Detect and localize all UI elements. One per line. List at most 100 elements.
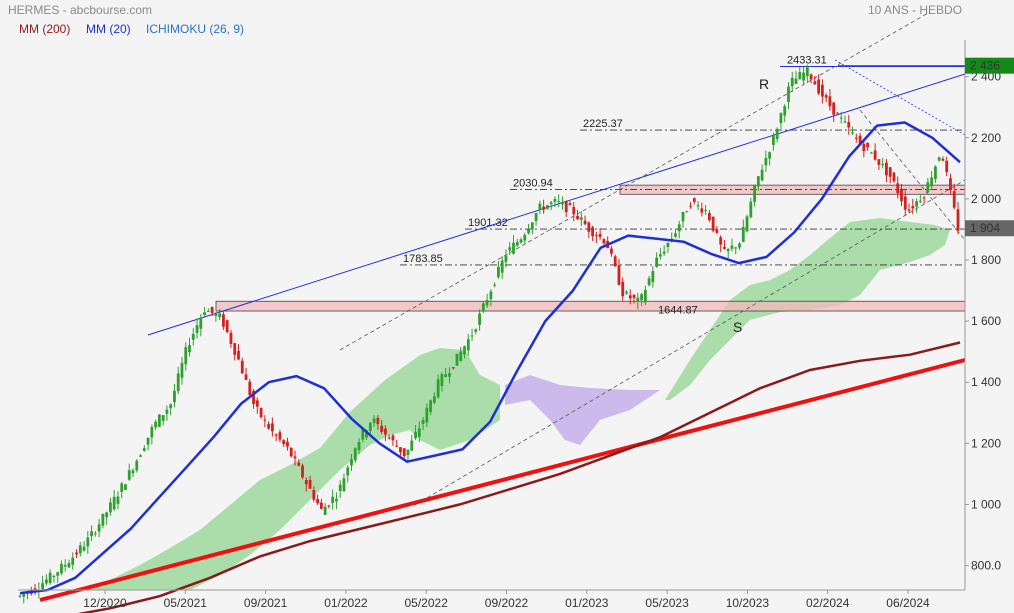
candle-body — [22, 593, 26, 597]
candle-body — [481, 303, 485, 312]
trend-lines — [39, 11, 966, 602]
legend-mm20[interactable]: MM (20) — [86, 22, 131, 36]
candle-body — [915, 201, 918, 207]
candle-body — [440, 374, 444, 387]
candle-body — [549, 202, 553, 204]
candle-body — [813, 81, 817, 85]
candle-body — [828, 96, 832, 107]
candle-body — [195, 325, 199, 333]
candle-body — [308, 479, 312, 489]
current-price-label: 1 904 — [970, 221, 1000, 235]
candle-body — [312, 490, 316, 500]
candle-body — [350, 459, 353, 466]
y-tick-label: 1 000 — [971, 497, 1001, 511]
legend-mm200[interactable]: MM (200) — [19, 22, 71, 36]
candle-body — [466, 339, 470, 351]
candle-body — [188, 345, 191, 353]
candle-body — [636, 297, 640, 302]
candle-body — [451, 367, 455, 369]
candle-body — [738, 243, 741, 248]
candle-body — [632, 294, 636, 298]
candle-body — [229, 332, 233, 344]
candle-body — [681, 212, 685, 222]
legend-ichimoku[interactable]: ICHIMOKU (26, 9) — [146, 22, 245, 36]
candle-body — [237, 351, 240, 360]
candle-body — [278, 432, 282, 440]
candle-body — [598, 233, 602, 238]
candle-body — [730, 245, 734, 249]
candle-body — [146, 437, 150, 445]
candle-body — [941, 158, 945, 161]
candle-body — [406, 449, 410, 455]
candle-body — [719, 237, 723, 245]
candle-body — [885, 162, 888, 176]
candle-body — [617, 265, 621, 285]
candle-body — [764, 157, 768, 166]
candle-body — [587, 222, 591, 232]
candle-body — [319, 502, 323, 509]
candle-body — [873, 150, 877, 160]
candle-body — [907, 209, 911, 211]
candle-body — [888, 167, 892, 177]
candle-body — [662, 251, 666, 254]
candle-body — [218, 313, 222, 318]
mm200-line — [77, 341, 961, 613]
candle-body — [180, 362, 184, 378]
candle-body — [493, 284, 497, 286]
candle-body — [342, 478, 346, 492]
candle-body — [881, 164, 885, 166]
candle-body — [900, 189, 903, 201]
candle-body — [48, 572, 52, 583]
candle-body — [135, 460, 139, 471]
candle-body — [417, 428, 421, 437]
candle-body — [832, 102, 836, 115]
candle-body — [376, 417, 380, 425]
resistance-zone — [215, 300, 966, 312]
candle-body — [877, 159, 881, 165]
candle-body — [583, 220, 587, 225]
candle-body — [455, 353, 459, 366]
candle-body — [903, 196, 907, 210]
candle-body — [191, 333, 195, 340]
candle-body — [805, 66, 809, 77]
high-price-label: 2 436 — [970, 59, 1000, 73]
candle-body — [489, 291, 493, 300]
candle-body — [267, 423, 271, 429]
candle-body — [949, 178, 952, 190]
candle-body — [414, 432, 417, 439]
candle-body — [353, 448, 357, 461]
candle-body — [568, 203, 572, 206]
candle-body — [448, 373, 451, 377]
x-tick-label: 02/2024 — [806, 596, 850, 610]
candle-body — [463, 346, 466, 355]
candle-body — [956, 209, 960, 231]
candle-body — [395, 445, 399, 447]
candle-body — [71, 557, 75, 565]
candle-body — [485, 299, 489, 306]
candle-body — [896, 183, 900, 194]
candle-body — [282, 440, 286, 445]
candle-body — [677, 224, 681, 232]
candle-body — [323, 506, 327, 515]
level-label: 1644.87 — [658, 304, 698, 316]
candle-body — [734, 247, 738, 249]
candle-body — [124, 484, 127, 490]
wedge-top-line — [834, 59, 966, 136]
candle-body — [843, 121, 847, 123]
candle-body — [233, 343, 237, 355]
candle-body — [289, 447, 293, 457]
candle-body — [365, 430, 368, 438]
level-label: 1783.85 — [403, 253, 443, 265]
level-label: 2030.94 — [513, 177, 553, 189]
candle-body — [715, 229, 719, 233]
candle-body — [515, 241, 519, 246]
candle-body — [176, 373, 180, 392]
candle-body — [922, 197, 926, 199]
candle-body — [478, 313, 481, 325]
candle-body — [169, 404, 173, 409]
candle-body — [862, 143, 866, 152]
candle-body — [839, 117, 843, 119]
candle-body — [538, 203, 542, 211]
candle-body — [384, 428, 387, 435]
